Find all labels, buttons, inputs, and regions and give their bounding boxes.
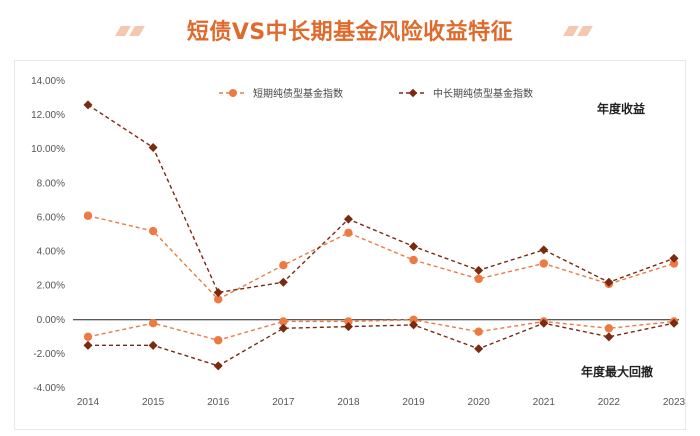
data-point-circle	[539, 259, 548, 268]
data-point-diamond	[148, 143, 158, 153]
series-line-annual_return-circle	[87, 215, 675, 301]
x-tick-label: 2014	[77, 397, 100, 408]
series-line-annual_return-diamond	[87, 104, 675, 294]
data-point-diamond	[409, 241, 419, 251]
data-point-circle	[604, 324, 614, 333]
series-line-max_drawdown-diamond	[88, 322, 675, 367]
y-tick-label: 4.00%	[37, 247, 65, 258]
x-tick-label: 2017	[272, 397, 295, 408]
y-tick-label: 10.00%	[31, 144, 65, 155]
title-bar: 短债VS中长期基金风险收益特征	[0, 0, 700, 62]
x-tick-label: 2020	[468, 397, 491, 408]
data-point-diamond	[604, 277, 614, 287]
data-point-circle	[83, 332, 93, 342]
page-title: 短债VS中长期基金风险收益特征	[186, 20, 514, 45]
annotation-annual-return: 年度收益	[597, 101, 645, 116]
y-tick-label: 14.00%	[31, 76, 65, 87]
y-tick-label: -2.00%	[33, 349, 65, 360]
data-point-diamond	[213, 287, 223, 297]
data-point-circle	[148, 318, 158, 328]
data-point-diamond	[278, 323, 288, 333]
legend-marker-circle	[229, 89, 237, 97]
y-tick-label: 6.00%	[37, 212, 65, 223]
data-point-circle	[214, 336, 223, 345]
data-point-diamond	[669, 318, 679, 328]
x-tick-label: 2022	[598, 397, 621, 408]
data-point-diamond	[539, 245, 549, 255]
line-chart: -4.00% -2.00% 0.00% 2.00% 4.00% 6.00% 8.00% 10.…	[31, 76, 686, 408]
data-point-diamond	[213, 361, 223, 371]
data-point-circle	[148, 226, 158, 236]
data-point-circle	[409, 255, 418, 265]
legend-label: 中长期纯债型基金指数	[433, 87, 533, 100]
data-point-circle	[214, 295, 223, 304]
y-tick-label: 12.00%	[31, 110, 65, 121]
x-tick-label: 2018	[337, 397, 360, 408]
y-tick-label: 2.00%	[37, 281, 65, 292]
data-point-diamond	[409, 320, 419, 330]
annotation-max-drawdown: 年度最大回撤	[581, 364, 653, 379]
x-tick-label: 2016	[207, 397, 230, 408]
data-point-circle	[474, 327, 483, 336]
x-tick-label: 2021	[533, 397, 556, 408]
data-point-circle	[409, 315, 418, 324]
y-tick-label: 8.00%	[37, 178, 65, 189]
data-point-diamond	[604, 332, 614, 342]
data-point-circle	[344, 228, 353, 237]
chart-panel: -4.00% -2.00% 0.00% 2.00% 4.00% 6.00% 8.00% 10.…	[14, 60, 686, 430]
series-line-max_drawdown-circle	[87, 319, 675, 341]
data-point-diamond	[474, 344, 484, 354]
x-tick-label: 2023	[663, 397, 686, 408]
data-point-diamond	[278, 277, 288, 287]
data-point-diamond	[343, 322, 353, 332]
data-point-circle	[279, 317, 288, 326]
data-point-circle	[344, 317, 353, 326]
data-point-diamond	[669, 253, 679, 263]
data-point-circle	[83, 211, 93, 220]
data-point-circle	[474, 274, 483, 284]
y-tick-label: 0.00%	[37, 315, 65, 326]
data-point-diamond	[83, 340, 93, 350]
legend-marker-diamond	[408, 88, 418, 98]
y-tick-label: -4.00%	[33, 383, 65, 394]
legend-label: 短期纯债型基金指数	[253, 87, 343, 100]
data-point-circle	[279, 261, 288, 270]
data-point-diamond	[474, 265, 484, 275]
data-point-diamond	[343, 214, 353, 224]
data-point-diamond	[83, 100, 93, 110]
data-point-diamond	[539, 318, 549, 328]
data-point-diamond	[148, 340, 158, 350]
x-tick-label: 2019	[402, 397, 425, 408]
data-point-circle	[669, 259, 679, 268]
x-tick-label: 2015	[142, 397, 165, 408]
